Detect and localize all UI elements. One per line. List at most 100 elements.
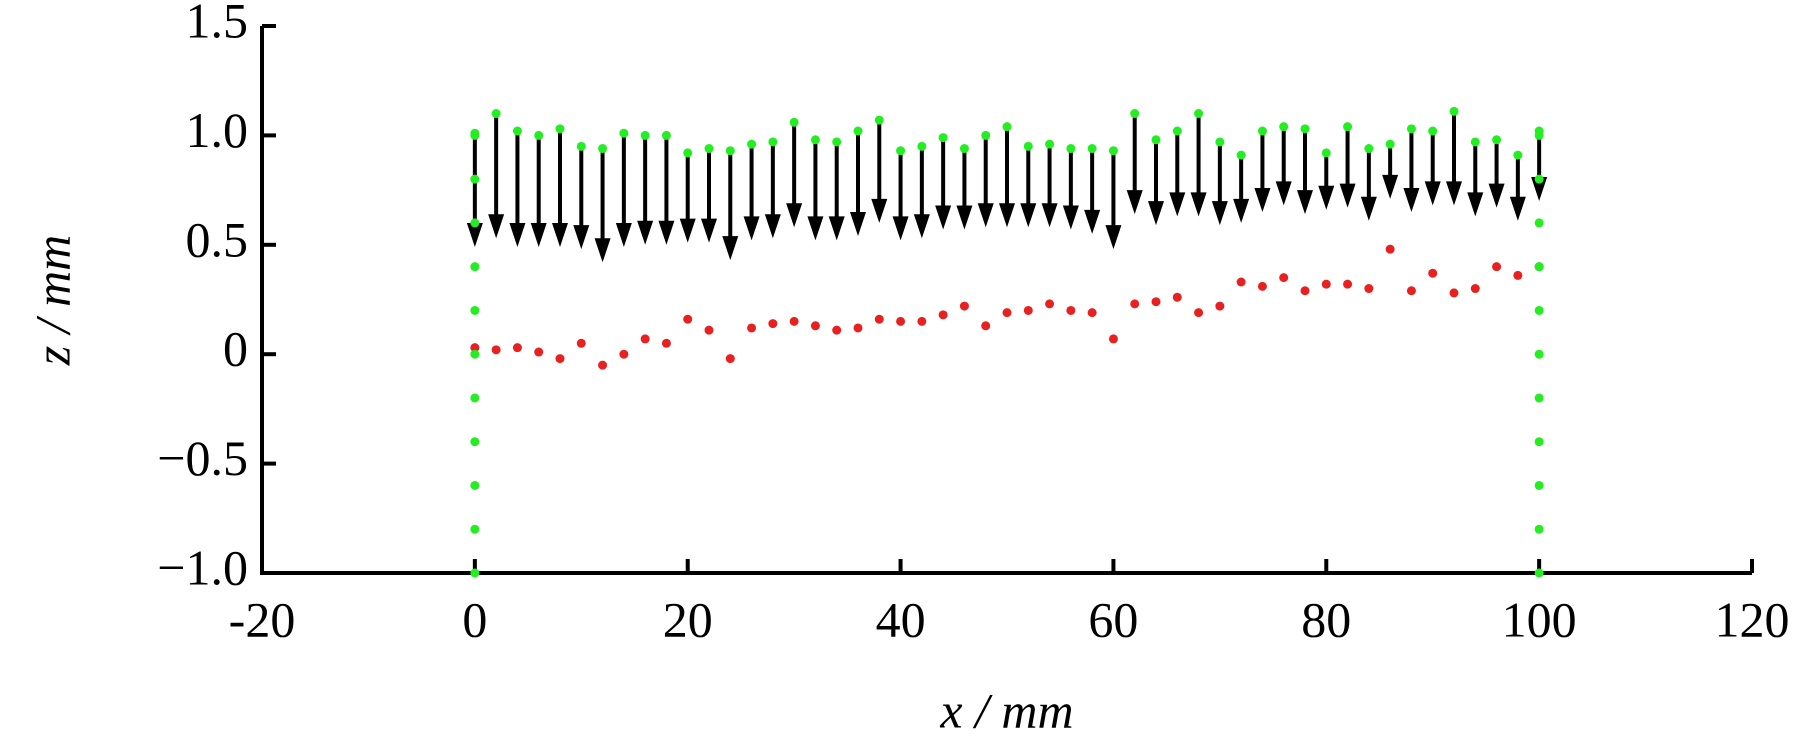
arrow-head [722, 236, 739, 261]
arrow-head [786, 203, 803, 228]
arrow [1382, 144, 1399, 199]
arrow-head [1318, 185, 1335, 210]
arrow-head [1211, 201, 1228, 226]
point [576, 338, 586, 348]
arrow [1062, 148, 1079, 230]
arrow [956, 148, 973, 230]
point [1321, 148, 1331, 158]
point [1002, 122, 1012, 132]
arrow-head [935, 205, 952, 230]
arrow [615, 133, 632, 247]
point [1534, 262, 1544, 272]
point [959, 301, 969, 311]
point [491, 109, 501, 119]
point [683, 314, 693, 324]
point [810, 135, 820, 145]
point [1534, 393, 1544, 403]
point [470, 524, 480, 534]
point [1364, 284, 1374, 294]
point [1066, 144, 1076, 154]
point [917, 316, 927, 326]
point [1364, 144, 1374, 154]
arrow [1531, 131, 1548, 202]
arrow [1339, 126, 1356, 208]
point [470, 262, 480, 272]
point [832, 325, 842, 335]
arrow-head [1446, 181, 1462, 206]
arrow-head [1148, 201, 1164, 226]
arrow-head [530, 222, 547, 247]
arrow [658, 135, 675, 245]
point [661, 338, 671, 348]
point [981, 321, 991, 331]
arrow [764, 141, 781, 239]
arrow-head [913, 214, 930, 239]
point [853, 126, 863, 136]
arrow-head [1382, 174, 1399, 199]
arrow [1041, 144, 1058, 228]
point [725, 146, 735, 156]
point [1534, 218, 1544, 228]
arrow-head [892, 216, 909, 241]
point [853, 323, 863, 333]
point [1023, 305, 1033, 315]
y-tick-label: 0 [223, 321, 248, 377]
point [1066, 305, 1076, 315]
point [1385, 244, 1395, 254]
point [810, 321, 820, 331]
point [1257, 126, 1267, 136]
point [598, 360, 608, 370]
arrow [913, 146, 930, 239]
arrow [573, 146, 590, 250]
arrow-head [552, 222, 568, 247]
arrow-head [828, 216, 845, 241]
x-tick-label: 20 [663, 591, 713, 647]
arrow [807, 139, 824, 241]
arrow [1105, 150, 1122, 250]
point [1428, 268, 1438, 278]
y-tick-label: −1.0 [157, 539, 248, 595]
point [1385, 139, 1395, 149]
point [981, 130, 991, 140]
point [1023, 141, 1033, 151]
point [470, 393, 480, 403]
y-tick-label: −0.5 [157, 430, 248, 486]
arrow [1211, 141, 1228, 226]
arrow-head [466, 222, 483, 247]
point [1406, 124, 1416, 134]
point [470, 343, 480, 353]
point [768, 319, 778, 329]
arrow [871, 120, 888, 223]
arrow [530, 135, 547, 247]
point [640, 130, 650, 140]
arrow [935, 137, 952, 230]
point [1534, 305, 1544, 315]
arrow-head [764, 214, 781, 239]
arrow-head [488, 214, 505, 239]
point [619, 349, 629, 359]
arrow-head [658, 220, 675, 245]
arrow-head [743, 216, 760, 241]
point [1449, 106, 1459, 116]
y-tick-label: 1.0 [186, 102, 249, 158]
point [1151, 297, 1161, 307]
arrow [1360, 148, 1377, 221]
arrow-head [1488, 183, 1505, 208]
arrow [1424, 131, 1441, 206]
arrow-head [1105, 225, 1122, 250]
point [1534, 524, 1544, 534]
arrow-head [977, 203, 994, 228]
point [1130, 299, 1140, 309]
point [661, 130, 671, 140]
arrow-head [807, 216, 824, 241]
arrow [594, 148, 611, 263]
point [576, 141, 586, 151]
point [1321, 279, 1331, 289]
point [874, 314, 884, 324]
point [640, 334, 650, 344]
point [1406, 286, 1416, 296]
point [470, 174, 480, 184]
point [1108, 146, 1118, 156]
arrow-head [637, 220, 654, 245]
arrow-head [956, 205, 973, 230]
